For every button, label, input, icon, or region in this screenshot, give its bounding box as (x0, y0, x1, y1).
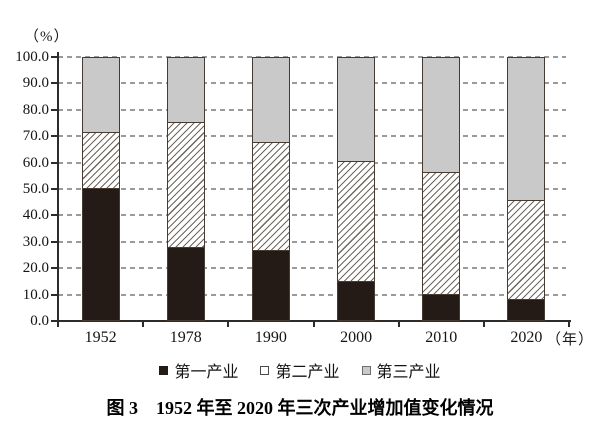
x-tick-label: 1978 (169, 329, 202, 346)
gridline (58, 108, 566, 111)
x-tick (57, 321, 59, 327)
y-tick-label: 90.0 (22, 75, 49, 92)
bar-2010-segment-series2 (423, 171, 460, 296)
bar-1978 (166, 57, 205, 321)
y-axis-line (57, 52, 59, 322)
legend-item-2: 第二产业 (260, 358, 340, 382)
x-tick (568, 321, 570, 327)
bar-2000-segment-series1 (338, 281, 375, 320)
gridline (58, 56, 566, 58)
bar-1952-segment-series2 (82, 132, 119, 189)
bar-2020 (507, 57, 546, 321)
y-tick-label: 50.0 (22, 181, 49, 197)
y-tick (51, 82, 59, 85)
x-tick-label: 1990 (254, 329, 287, 346)
figure-caption: 图 3 1952 年至 2020 年三次产业增加值变化情况 (106, 398, 494, 418)
x-tick-label: 2010 (425, 329, 458, 346)
y-tick-label: 30.0 (22, 233, 49, 250)
legend-swatch-2 (260, 365, 270, 375)
gridline (58, 214, 566, 217)
legend-item-1: 第一产业 (159, 358, 238, 382)
legend-item-3: 第三产业 (361, 358, 441, 382)
bar-1990 (251, 57, 290, 321)
y-tick-label: 60.0 (22, 154, 49, 171)
x-tick-label: 2000 (340, 329, 373, 346)
x-tick-label: 2020 (510, 329, 543, 346)
y-tick (51, 320, 59, 322)
y-tick (51, 161, 59, 164)
x-axis-unit-label: （年） (546, 332, 595, 348)
y-tick (51, 267, 59, 270)
gridline (58, 293, 566, 296)
x-tick (142, 321, 145, 327)
legend-swatch-1 (159, 365, 169, 375)
gridline (58, 135, 566, 138)
x-tick (482, 321, 485, 327)
y-tick (51, 56, 59, 58)
gridline (58, 240, 566, 243)
bar-2020-segment-series2 (508, 199, 545, 300)
bar-2020-segment-series1 (508, 299, 545, 320)
bar-2020-segment-series3 (508, 58, 545, 200)
legend-label-1: 第一产业 (174, 364, 239, 381)
bar-2000-segment-series2 (338, 161, 375, 282)
y-tick (51, 240, 59, 243)
bar-2010-segment-series1 (423, 295, 460, 320)
bar-1978-segment-series3 (167, 58, 204, 122)
gridline (58, 161, 566, 164)
y-tick (51, 214, 59, 217)
bar-1952-segment-series1 (82, 188, 119, 320)
legend-label-3: 第三产业 (376, 364, 441, 381)
bar-1990-segment-series3 (252, 58, 289, 143)
x-tick (227, 321, 230, 327)
y-tick-label: 10.0 (22, 286, 49, 303)
legend: 第一产业 第二产业 第三产业 (0, 358, 600, 382)
bar-1990-segment-series1 (252, 250, 289, 320)
bar-1952-segment-series3 (82, 58, 119, 133)
y-tick-label: 70.0 (22, 128, 49, 145)
y-tick-label: 80.0 (22, 101, 49, 118)
bar-2000 (337, 57, 376, 321)
gridline (58, 82, 566, 85)
bar-2000-segment-series3 (338, 58, 375, 162)
x-tick (397, 321, 400, 327)
bar-2010-segment-series3 (423, 58, 460, 172)
x-tick-label: 1952 (84, 329, 117, 346)
y-tick-label: 100.0 (15, 49, 49, 65)
y-tick (51, 108, 59, 111)
bar-1952 (81, 57, 120, 321)
y-tick (51, 293, 59, 296)
bar-1978-segment-series2 (167, 121, 204, 248)
legend-label-2: 第二产业 (275, 364, 340, 381)
legend-swatch-3 (361, 365, 371, 375)
y-tick-label: 0.0 (30, 313, 49, 329)
y-tick (51, 188, 59, 190)
bar-1990-segment-series2 (252, 142, 289, 251)
y-tick (51, 135, 59, 138)
gridline (58, 267, 566, 270)
y-tick-label: 40.0 (22, 207, 49, 224)
gridline (58, 188, 566, 190)
x-tick (312, 321, 315, 327)
bar-2010 (422, 57, 461, 321)
y-tick-label: 20.0 (22, 260, 49, 277)
bar-1978-segment-series1 (167, 247, 204, 320)
y-axis-unit-label: （%） (24, 29, 70, 45)
